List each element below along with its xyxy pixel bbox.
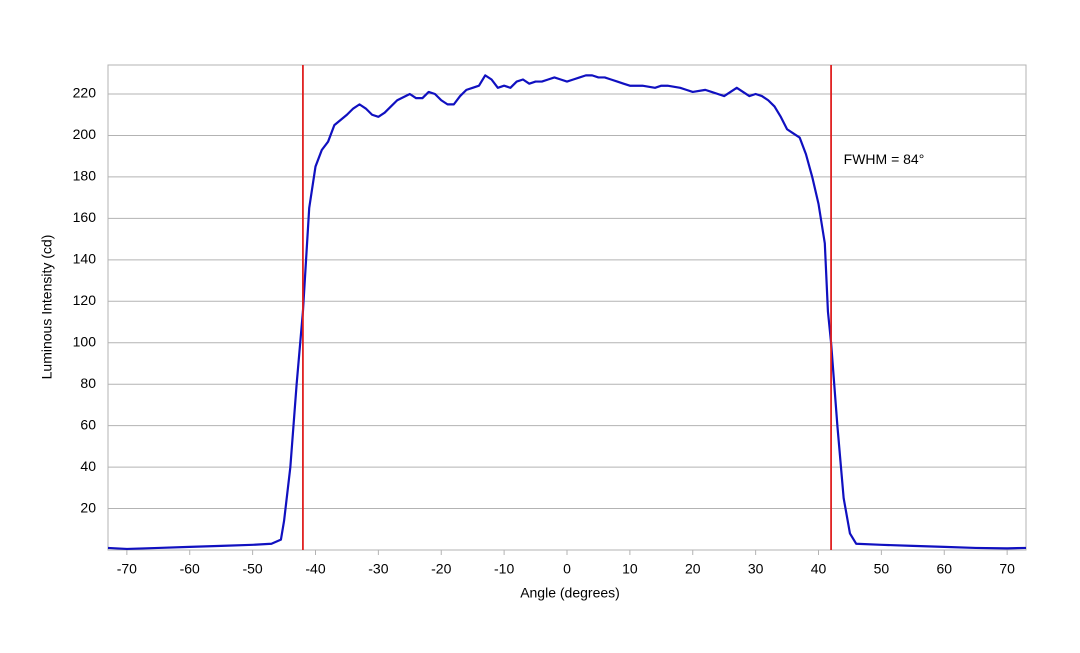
y-tick-label: 200 xyxy=(73,126,97,142)
annotation: FWHM = 84° xyxy=(844,151,925,167)
x-tick-label: -30 xyxy=(368,561,388,577)
data-line xyxy=(107,74,1027,551)
y-tick-label: 220 xyxy=(73,85,97,101)
x-tick-label: 60 xyxy=(936,561,952,577)
y-tick-label: 80 xyxy=(80,375,96,391)
y-tick-label: 60 xyxy=(80,416,96,432)
y-tick-label: 20 xyxy=(80,499,96,515)
plot-area xyxy=(107,64,1027,551)
y-tick-label: 100 xyxy=(73,333,97,349)
y-tick-label: 120 xyxy=(73,292,97,308)
x-tick-label: -50 xyxy=(242,561,262,577)
y-tick-label: 180 xyxy=(73,168,97,184)
x-tick-label: 70 xyxy=(999,561,1015,577)
x-tick-label: 0 xyxy=(563,561,571,577)
y-tick-label: 40 xyxy=(80,458,96,474)
x-tick-label: 50 xyxy=(874,561,890,577)
x-tick-label: 30 xyxy=(748,561,764,577)
y-axis-label: Luminous Intensity (cd) xyxy=(39,235,55,380)
x-axis-label: Angle (degrees) xyxy=(520,585,620,601)
x-tick-label: -70 xyxy=(117,561,137,577)
x-tick-label: 10 xyxy=(622,561,638,577)
y-tick-label: 160 xyxy=(73,209,97,225)
x-tick-label: 20 xyxy=(685,561,701,577)
x-tick-label: 40 xyxy=(811,561,827,577)
x-tick-label: -20 xyxy=(431,561,451,577)
x-tick-label: -40 xyxy=(305,561,325,577)
x-tick-label: -10 xyxy=(494,561,514,577)
y-tick-label: 140 xyxy=(73,251,97,267)
x-tick-label: -60 xyxy=(180,561,200,577)
